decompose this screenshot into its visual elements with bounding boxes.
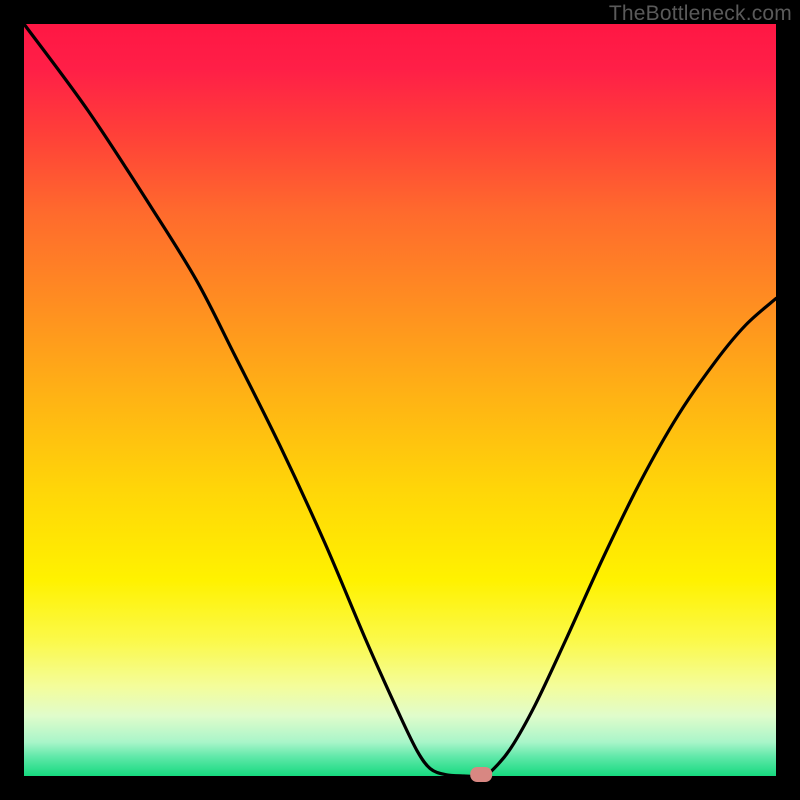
bottleneck-chart <box>0 0 800 800</box>
watermark-text: TheBottleneck.com <box>609 2 792 26</box>
gradient-plot-area <box>24 24 776 776</box>
optimal-point-marker <box>470 767 492 782</box>
